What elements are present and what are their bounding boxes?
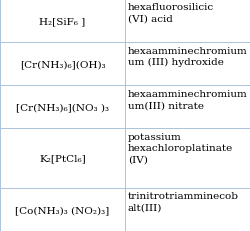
Text: hexaamminechromium
um (III) hydroxide: hexaamminechromium um (III) hydroxide — [128, 46, 247, 67]
Text: [Cr(NH₃)₆](OH)₃: [Cr(NH₃)₆](OH)₃ — [20, 60, 105, 69]
Text: hexafluorosilicic
(VI) acid: hexafluorosilicic (VI) acid — [128, 3, 213, 24]
Text: H₂[SiF₆ ]: H₂[SiF₆ ] — [39, 17, 85, 26]
Text: [Cr(NH₃)₆](NO₃ )₃: [Cr(NH₃)₆](NO₃ )₃ — [16, 103, 108, 112]
Text: K₂[PtCl₆]: K₂[PtCl₆] — [39, 154, 86, 163]
Text: potassium
hexachloroplatinate
(IV): potassium hexachloroplatinate (IV) — [128, 132, 232, 164]
Text: hexaamminechromium
um(III) nitrate: hexaamminechromium um(III) nitrate — [128, 89, 247, 110]
Text: [Co(NH₃)₃ (NO₂)₃]: [Co(NH₃)₃ (NO₂)₃] — [15, 205, 109, 214]
Text: trinitrotriamminecob
alt(III): trinitrotriamminecob alt(III) — [128, 191, 238, 212]
